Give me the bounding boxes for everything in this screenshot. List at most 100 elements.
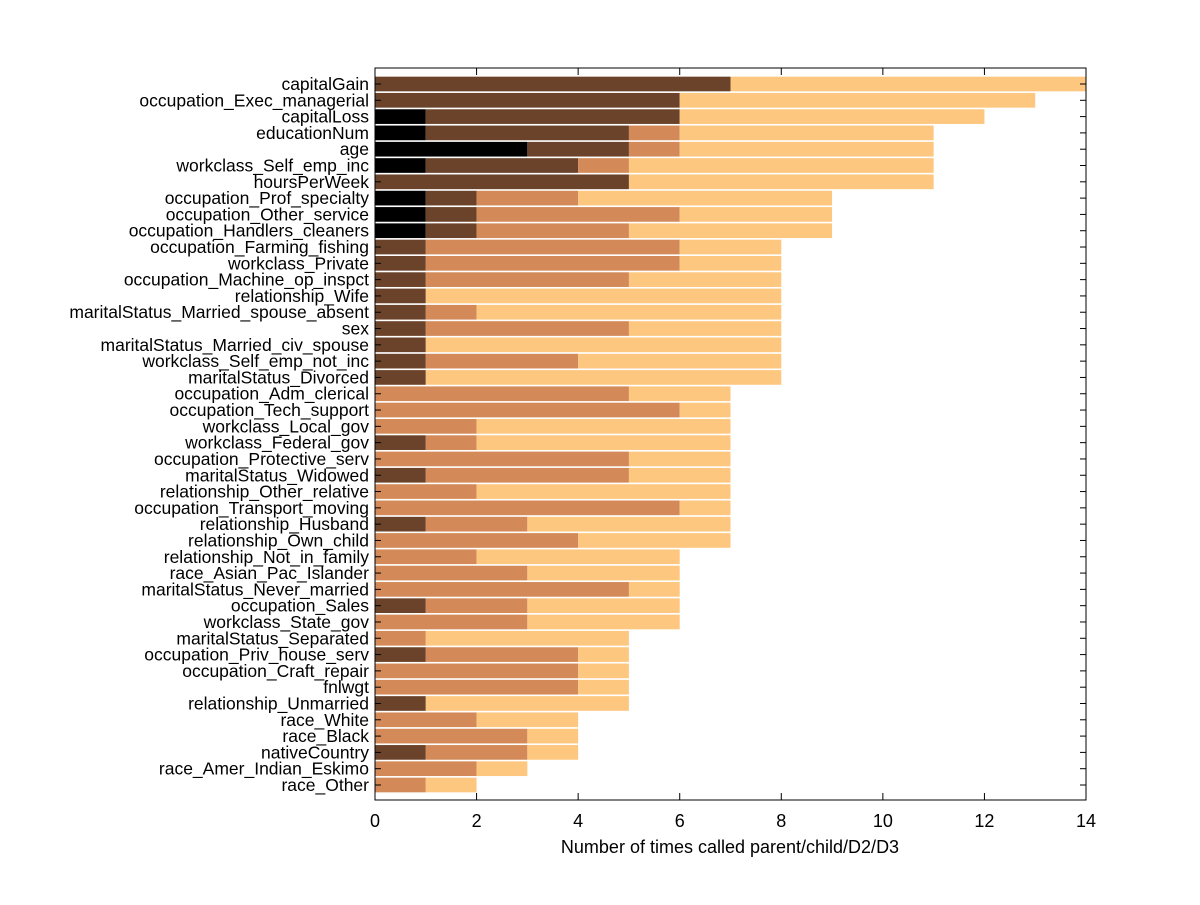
- bar-segment: [628, 451, 731, 467]
- bars-layer: [375, 76, 1086, 793]
- bar-segment: [375, 663, 579, 679]
- bar-segment: [375, 761, 477, 777]
- bar-segment: [628, 158, 934, 173]
- x-tick-label: 10: [873, 811, 893, 831]
- bar-segment: [425, 777, 477, 793]
- category-label: workclass_Self_emp_inc: [175, 156, 369, 177]
- category-label: occupation_Protective_serv: [154, 449, 369, 470]
- category-label: maritalStatus_Divorced: [188, 367, 369, 388]
- bar-segment: [425, 304, 477, 320]
- bar-segment: [375, 174, 629, 190]
- bar-segment: [527, 516, 731, 532]
- x-tick-label: 0: [370, 811, 380, 831]
- bar-segment: [375, 565, 528, 581]
- bar-segment: [425, 239, 680, 255]
- bar-segment: [375, 125, 426, 141]
- bar-segment: [425, 696, 629, 711]
- bar-segment: [425, 435, 477, 450]
- bar-segment: [425, 630, 629, 646]
- bar-segment: [425, 321, 629, 336]
- category-label: occupation_Craft_repair: [182, 661, 369, 682]
- bar-segment: [628, 582, 680, 597]
- category-label: occupation_Machine_op_inspct: [124, 270, 369, 291]
- bar-segment: [375, 728, 528, 744]
- category-label: occupation_Handlers_cleaners: [129, 221, 370, 242]
- bar-segment: [425, 745, 528, 760]
- bar-segment: [628, 272, 782, 287]
- bar-segment: [425, 337, 782, 353]
- bar-segment: [679, 500, 731, 516]
- bar-segment: [476, 419, 731, 434]
- bar-segment: [628, 321, 782, 336]
- bar-segment: [628, 467, 731, 483]
- category-label: race_White: [280, 710, 369, 731]
- bar-segment: [578, 663, 629, 679]
- bar-segment: [476, 207, 680, 222]
- bar-segment: [375, 647, 426, 662]
- bar-segment: [476, 712, 579, 728]
- bar-segment: [375, 92, 680, 108]
- category-label: occupation_Farming_fishing: [150, 237, 369, 258]
- x-tick-label: 2: [472, 811, 482, 831]
- bar-segment: [425, 125, 629, 141]
- bar-segment: [375, 304, 426, 320]
- bar-segment: [375, 500, 680, 516]
- bar-segment: [425, 353, 579, 369]
- category-label: workclass_Self_emp_not_inc: [141, 351, 369, 372]
- bar-segment: [375, 207, 426, 222]
- category-label: race_Other: [281, 775, 369, 796]
- bar-segment: [527, 745, 579, 760]
- category-label: occupation_Transport_moving: [134, 498, 369, 519]
- x-tick-label: 8: [776, 811, 786, 831]
- bar-segment: [476, 190, 579, 206]
- x-tick-label: 12: [974, 811, 994, 831]
- category-label: race_Black: [282, 726, 369, 747]
- category-label: occupation_Tech_support: [170, 400, 370, 421]
- bar-segment: [628, 386, 731, 402]
- category-label: maritalStatus_Married_civ_spouse: [101, 335, 369, 356]
- ticks-layer: [374, 68, 1087, 800]
- bar-segment: [730, 76, 1086, 92]
- bar-segment: [425, 370, 782, 385]
- bar-segment: [425, 288, 782, 304]
- category-label: relationship_Husband: [200, 514, 369, 535]
- bar-segment: [375, 745, 426, 760]
- category-label: maritalStatus_Never_married: [141, 579, 369, 600]
- bar-segment: [679, 141, 934, 157]
- bar-segment: [375, 321, 426, 336]
- bar-segment: [628, 125, 680, 141]
- category-label: relationship_Wife: [235, 286, 369, 307]
- bar-segment: [425, 467, 629, 483]
- bar-segment: [375, 533, 579, 548]
- bar-segment: [375, 272, 426, 287]
- bar-segment: [425, 109, 680, 124]
- category-label: relationship_Own_child: [188, 530, 369, 551]
- category-label: maritalStatus_Married_spouse_absent: [69, 302, 369, 323]
- category-label: occupation_Other_service: [166, 204, 369, 225]
- category-label: hoursPerWeek: [254, 172, 370, 192]
- category-label: occupation_Priv_house_serv: [144, 645, 369, 666]
- bar-segment: [578, 533, 731, 548]
- bar-segment: [425, 207, 477, 222]
- bar-segment: [476, 223, 629, 239]
- bar-segment: [578, 353, 782, 369]
- category-label: occupation_Exec_managerial: [139, 90, 369, 111]
- bar-segment: [425, 516, 528, 532]
- bar-segment: [375, 614, 528, 630]
- category-label: capitalGain: [281, 74, 369, 94]
- bar-segment: [578, 190, 833, 206]
- bar-segment: [679, 239, 782, 255]
- bar-segment: [578, 158, 629, 173]
- x-tick-label: 6: [675, 811, 685, 831]
- category-label: relationship_Not_in_family: [164, 547, 369, 568]
- bar-segment: [628, 174, 934, 190]
- bar-segment: [375, 239, 426, 255]
- bar-segment: [628, 223, 833, 239]
- bar-segment: [578, 679, 629, 695]
- bar-segment: [375, 337, 426, 353]
- bar-segment: [375, 353, 426, 369]
- bar-segment: [425, 190, 477, 206]
- bar-segment: [375, 467, 426, 483]
- bar-segment: [679, 207, 833, 222]
